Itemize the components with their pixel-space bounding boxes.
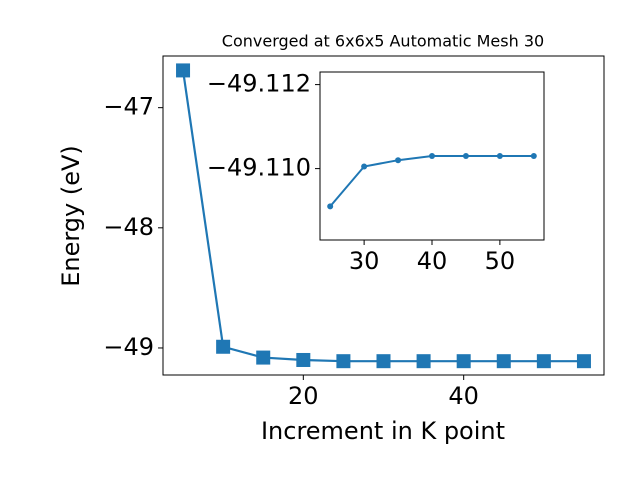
x-tick-label: 40	[448, 382, 479, 410]
x-tick-label: 50	[485, 247, 516, 275]
y-tick-label: −49.110	[207, 154, 311, 182]
x-tick-label: 40	[417, 247, 448, 275]
data-point	[256, 350, 271, 365]
data-point	[336, 354, 351, 369]
data-point	[176, 63, 191, 78]
x-axis-label: Increment in K point	[261, 417, 505, 445]
axes-frame	[319, 71, 545, 241]
data-point	[429, 153, 435, 159]
data-point	[456, 354, 471, 369]
data-point	[327, 203, 334, 210]
data-point	[216, 339, 231, 354]
y-tick-label: −49	[103, 333, 154, 361]
data-point	[416, 354, 431, 369]
y-tick-label: −47	[103, 93, 154, 121]
data-point	[496, 354, 511, 369]
x-tick-label: 20	[288, 382, 319, 410]
data-point	[462, 153, 469, 159]
y-tick-label: −49.112	[207, 70, 311, 98]
data-point	[395, 157, 402, 164]
x-tick-label: 30	[349, 247, 380, 275]
data-point	[536, 354, 551, 369]
data-point	[496, 153, 503, 159]
data-point	[376, 354, 391, 369]
data-point	[576, 354, 591, 369]
chart-title: Converged at 6x6x5 Automatic Mesh 30	[222, 32, 544, 51]
y-tick-label: −48	[103, 213, 154, 241]
data-point	[296, 352, 311, 367]
data-point	[530, 153, 537, 159]
data-point	[361, 163, 368, 170]
axes-frame	[162, 55, 605, 376]
y-axis-label: Energy (eV)	[57, 145, 85, 287]
